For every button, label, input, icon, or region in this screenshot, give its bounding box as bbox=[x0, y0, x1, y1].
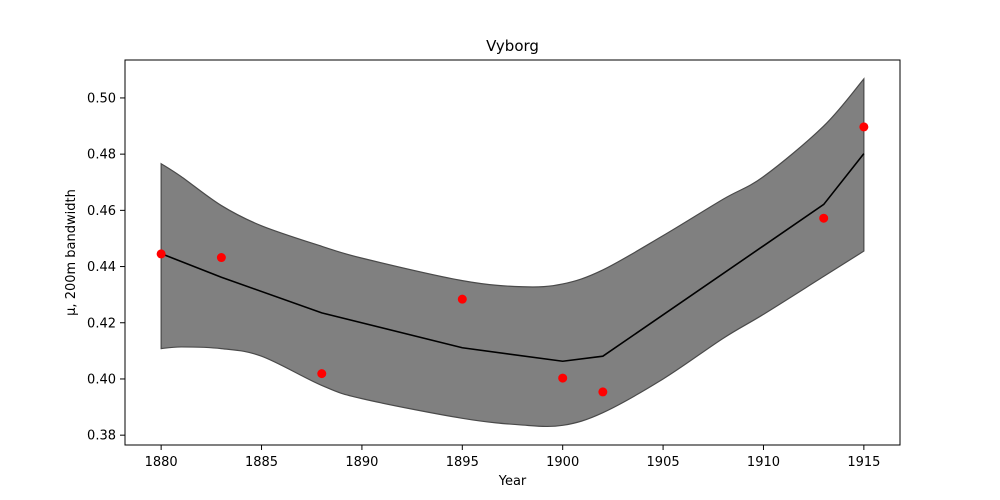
data-point bbox=[317, 369, 327, 379]
data-points-layer bbox=[156, 122, 869, 397]
x-axis-label: Year bbox=[498, 474, 527, 489]
data-point bbox=[457, 294, 467, 304]
x-ticks: 1880 1885 1890 1895 1900 1905 1910 1915 bbox=[145, 445, 880, 470]
data-point bbox=[819, 213, 829, 223]
y-tick-label: 0.40 bbox=[87, 372, 116, 387]
confidence-band-layer bbox=[160, 77, 865, 428]
plot-frame bbox=[124, 59, 901, 446]
x-tick-label: 1895 bbox=[446, 455, 479, 470]
y-tick-label: 0.38 bbox=[87, 429, 116, 444]
y-tick-label: 0.48 bbox=[87, 148, 116, 163]
fit-line-layer bbox=[160, 153, 865, 363]
data-point bbox=[156, 249, 166, 259]
x-tick-label: 1885 bbox=[245, 455, 278, 470]
data-point bbox=[558, 373, 568, 383]
x-tick-label: 1880 bbox=[145, 455, 178, 470]
fit-line bbox=[160, 153, 865, 363]
chart-title: Vyborg bbox=[486, 37, 539, 55]
x-tick-label: 1910 bbox=[747, 455, 780, 470]
data-point bbox=[598, 387, 608, 397]
x-tick-label: 1915 bbox=[847, 455, 880, 470]
x-tick-label: 1890 bbox=[345, 455, 378, 470]
data-point bbox=[859, 122, 869, 132]
x-tick-label: 1900 bbox=[546, 455, 579, 470]
confidence-band bbox=[160, 77, 865, 428]
y-axis-label: μ, 200m bandwidth bbox=[64, 189, 79, 316]
y-tick-label: 0.50 bbox=[87, 91, 116, 106]
x-tick-label: 1905 bbox=[647, 455, 680, 470]
data-point bbox=[216, 253, 226, 263]
y-ticks: 0.38 0.40 0.42 0.44 0.46 0.48 0.50 bbox=[87, 91, 125, 444]
y-tick-label: 0.42 bbox=[87, 316, 116, 331]
y-tick-label: 0.46 bbox=[87, 204, 116, 219]
y-tick-label: 0.44 bbox=[87, 260, 116, 275]
